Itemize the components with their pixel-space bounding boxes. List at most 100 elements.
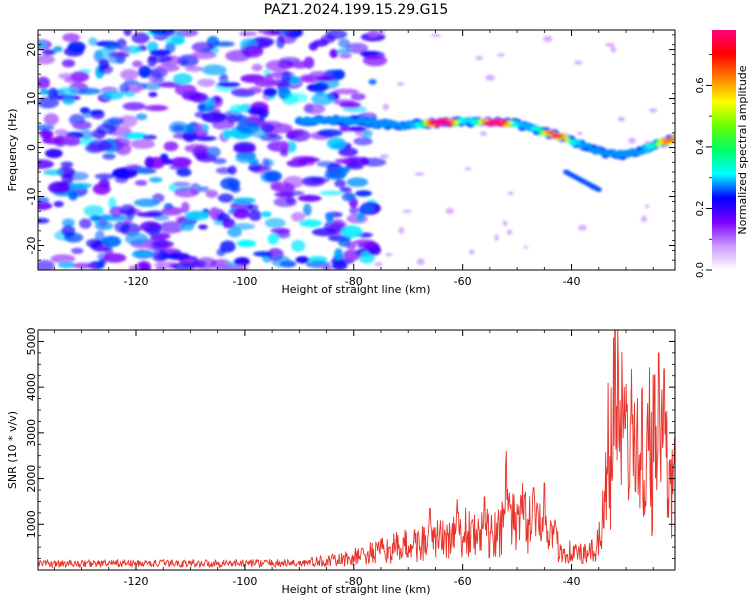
ridge-point: [585, 142, 592, 148]
noise-blob: [108, 54, 126, 64]
noise-blob: [273, 196, 297, 208]
noise-blob: [311, 92, 335, 106]
spectrogram-frame: [37, 29, 676, 271]
noise-blob: [79, 218, 92, 229]
noise-blob: [382, 103, 390, 111]
noise-blob: [101, 90, 124, 100]
snr-frame: [37, 329, 676, 571]
noise-blob: [217, 193, 234, 203]
noise-blob: [303, 203, 312, 217]
ridge-point: [449, 121, 454, 125]
noise-blob: [251, 63, 263, 72]
noise-blob: [62, 136, 81, 146]
noise-blob: [194, 135, 217, 142]
noise-blob: [496, 53, 506, 57]
noise-blob: [132, 60, 143, 68]
ridge-point: [639, 149, 646, 155]
noise-blob: [42, 137, 66, 145]
noise-blob: [182, 123, 196, 135]
noise-blob: [151, 240, 174, 249]
ridge-point: [523, 122, 531, 128]
spectrogram-heatmap: [38, 30, 675, 270]
snr-plot-area: [38, 330, 675, 569]
noise-blob: [172, 181, 191, 187]
noise-blob: [39, 130, 54, 139]
noise-blob: [628, 137, 636, 144]
noise-blob: [142, 134, 157, 140]
noise-blob: [144, 156, 155, 169]
noise-blob: [507, 191, 514, 196]
noise-blob: [317, 129, 343, 137]
noise-blob: [235, 153, 256, 164]
noise-blob: [134, 180, 148, 186]
figure-title: PAZ1.2024.199.15.29.G15: [264, 2, 449, 18]
noise-blob: [191, 50, 217, 60]
ridge-point: [669, 140, 674, 143]
noise-blob: [253, 251, 273, 257]
noise-blob: [38, 159, 54, 169]
noise-blob: [131, 32, 150, 44]
noise-blob: [194, 123, 204, 135]
noise-blob: [325, 30, 348, 40]
noise-blob: [284, 92, 308, 103]
noise-blob: [297, 194, 322, 202]
noise-blob: [577, 224, 587, 231]
noise-blob: [313, 39, 329, 47]
noise-blob: [339, 53, 352, 59]
noise-blob: [163, 141, 179, 152]
noise-blob: [218, 82, 241, 88]
noise-blob: [263, 159, 274, 167]
noise-blob: [198, 224, 208, 230]
noise-blob: [270, 227, 291, 234]
noise-blob: [577, 131, 583, 136]
noise-blob: [38, 217, 50, 224]
noise-blob: [319, 190, 343, 196]
noise-blob: [101, 214, 127, 221]
noise-blob: [38, 96, 59, 109]
noise-blob: [574, 60, 583, 65]
colorbar-ticks: 0.0 0.2 0.4 0.6: [695, 54, 712, 278]
noise-blob: [326, 137, 346, 150]
noise-blob: [398, 227, 405, 234]
noise-blob: [267, 233, 279, 245]
noise-blob: [39, 88, 50, 95]
noise-blob: [605, 42, 615, 47]
noise-blob: [120, 69, 139, 80]
noise-blob: [265, 59, 290, 72]
noise-blob: [102, 253, 127, 263]
noise-blob: [353, 137, 373, 146]
noise-blob: [71, 122, 92, 128]
noise-blob: [232, 197, 256, 204]
noise-blob: [56, 166, 76, 178]
ridge-point: [444, 120, 449, 124]
noise-blob: [431, 33, 441, 38]
noise-blob: [230, 200, 253, 213]
noise-blob: [350, 93, 366, 101]
noise-blob: [291, 239, 306, 252]
noise-blob: [176, 168, 192, 177]
snr-x-tick-label: -120: [124, 575, 149, 588]
noise-blob: [155, 266, 166, 270]
noise-blob: [38, 259, 55, 270]
ridge-track: [294, 115, 675, 193]
noise-blob: [197, 102, 206, 112]
noise-blob: [227, 227, 243, 238]
snr-y-axis-label: SNR (10 * v/v): [6, 411, 19, 489]
snr-y-tick-label: 4000: [25, 373, 38, 401]
noise-blob: [276, 185, 295, 193]
noise-blob: [136, 211, 162, 218]
ridge-point: [564, 139, 569, 143]
noise-blob: [309, 176, 330, 184]
noise-blob: [79, 129, 94, 140]
noise-blob: [143, 81, 161, 91]
noise-blob: [257, 30, 274, 34]
snr-y-tick-label: 2000: [25, 465, 38, 493]
noise-blob: [94, 173, 115, 180]
noise-blob: [648, 108, 658, 113]
snr-y-tick-label: 5000: [25, 327, 38, 355]
noise-blob: [402, 209, 412, 213]
noise-blob: [172, 132, 199, 140]
noise-blob: [114, 221, 130, 233]
ridge-point: [486, 121, 490, 124]
noise-blob: [133, 198, 160, 207]
